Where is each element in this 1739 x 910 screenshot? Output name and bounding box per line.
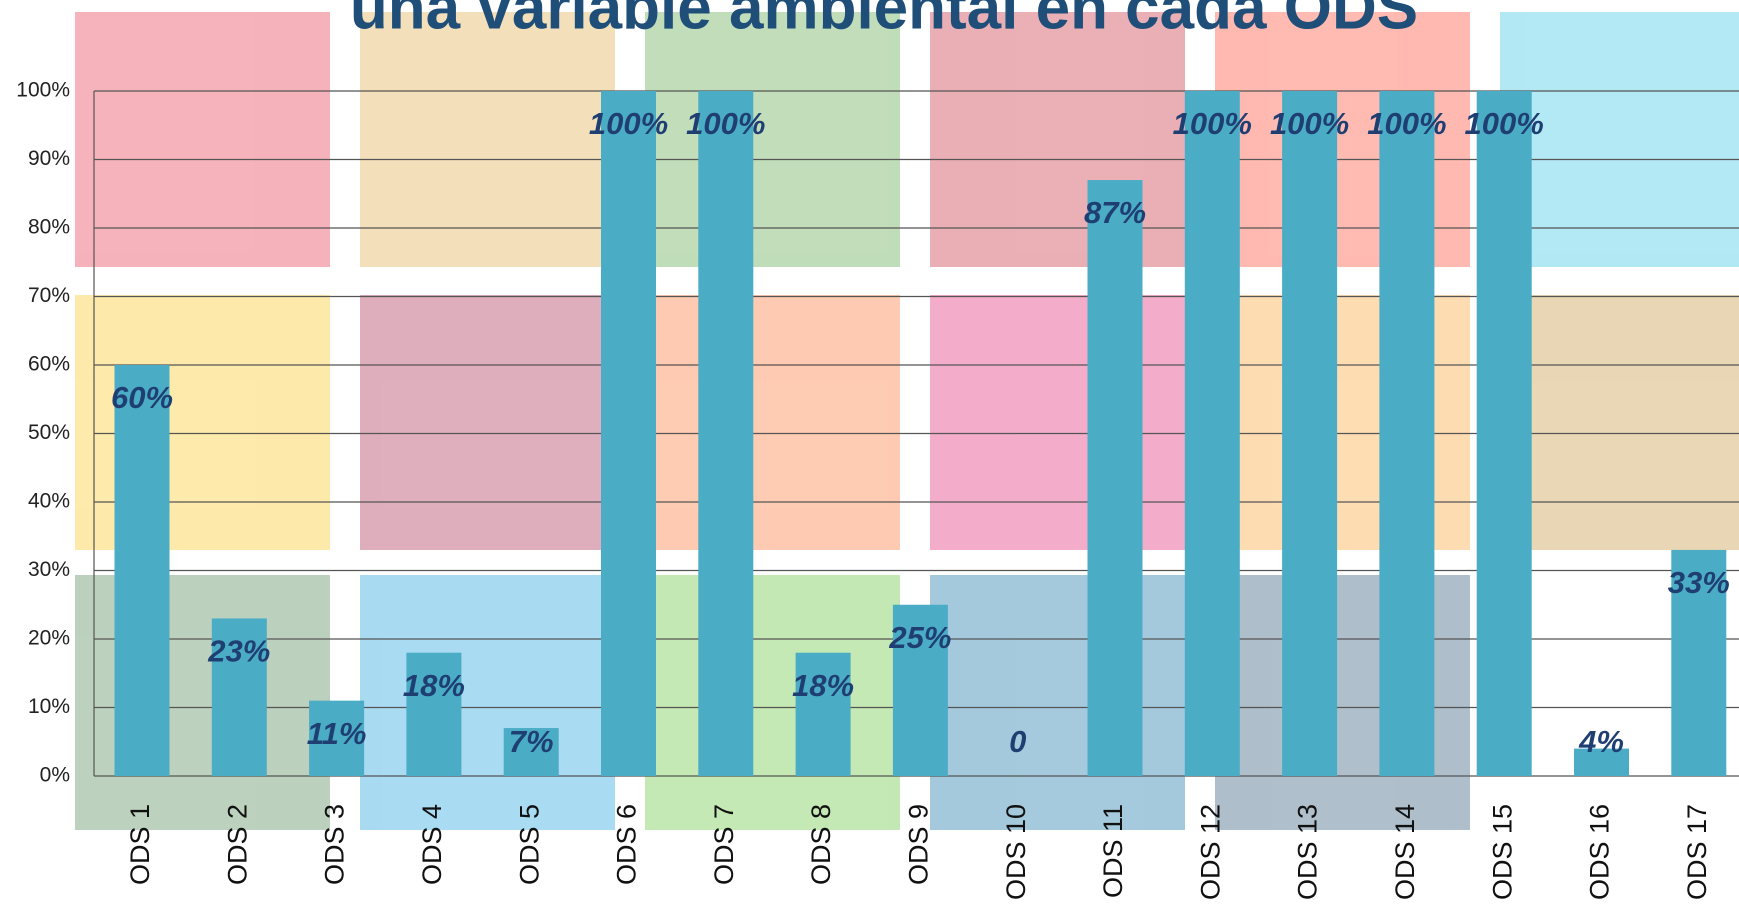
value-label: 18% xyxy=(792,668,854,703)
x-tick-label: ODS 11 xyxy=(1098,804,1128,898)
bar xyxy=(1282,91,1338,776)
x-tick-label: ODS 16 xyxy=(1585,804,1615,900)
x-tick-label: ODS 6 xyxy=(612,804,642,885)
bar xyxy=(795,652,851,776)
bar xyxy=(892,604,948,776)
y-tick-label: 70% xyxy=(28,284,70,307)
x-tick-label: ODS 9 xyxy=(904,804,934,885)
x-tick-label: ODS 3 xyxy=(320,804,350,885)
x-tick-label: ODS 17 xyxy=(1682,804,1712,900)
bar xyxy=(1476,91,1532,776)
x-tick-label: ODS 10 xyxy=(1001,804,1031,900)
x-tick-label: ODS 8 xyxy=(806,804,836,885)
x-tick-label: ODS 5 xyxy=(514,804,544,885)
y-tick-label: 0% xyxy=(40,764,70,787)
y-tick-label: 60% xyxy=(28,353,70,376)
x-tick-label: ODS 12 xyxy=(1195,804,1225,900)
bar xyxy=(406,652,462,776)
bar xyxy=(503,728,559,776)
y-tick-label: 100% xyxy=(16,79,70,102)
value-label: 11% xyxy=(307,716,367,751)
value-label: 0 xyxy=(1009,724,1026,759)
background-tiles xyxy=(75,12,1739,830)
value-label: 100% xyxy=(686,106,765,141)
x-tick-label: ODS 4 xyxy=(417,804,447,885)
x-tick-label: ODS 15 xyxy=(1487,804,1517,900)
chart-title: una variable ambiental en cada ODS xyxy=(350,0,1418,42)
value-label: 4% xyxy=(1578,724,1624,759)
value-label: 23% xyxy=(207,634,270,669)
value-label: 33% xyxy=(1668,565,1730,600)
value-label: 87% xyxy=(1084,195,1146,230)
x-tick-label: ODS 14 xyxy=(1390,804,1420,900)
y-tick-label: 10% xyxy=(28,695,70,718)
bar xyxy=(211,618,267,776)
y-tick-label: 90% xyxy=(28,147,70,170)
x-tick-label: ODS 2 xyxy=(222,804,252,885)
value-label: 25% xyxy=(888,620,951,655)
value-label: 100% xyxy=(589,106,668,141)
bar xyxy=(1184,91,1240,776)
bar xyxy=(1087,180,1143,777)
bar xyxy=(1574,748,1629,776)
bar xyxy=(698,91,754,776)
bar xyxy=(114,365,170,776)
value-label: 60% xyxy=(111,380,173,415)
y-tick-label: 40% xyxy=(28,490,70,513)
y-tick-label: 20% xyxy=(28,627,70,650)
bar xyxy=(1379,91,1435,776)
x-tick-label: ODS 7 xyxy=(709,804,739,885)
bar xyxy=(1671,549,1727,776)
x-tick-label: ODS 13 xyxy=(1293,804,1323,900)
value-label: 100% xyxy=(1270,106,1349,141)
value-label: 100% xyxy=(1173,106,1252,141)
bar xyxy=(309,700,365,776)
y-tick-label: 50% xyxy=(28,421,70,444)
value-label: 7% xyxy=(509,724,554,759)
y-tick-label: 80% xyxy=(28,216,70,239)
value-label: 18% xyxy=(403,668,465,703)
x-tick-label: ODS 1 xyxy=(125,804,155,885)
bar xyxy=(601,91,656,776)
value-label: 100% xyxy=(1465,106,1544,141)
y-tick-label: 30% xyxy=(28,558,70,581)
value-label: 100% xyxy=(1367,106,1446,141)
